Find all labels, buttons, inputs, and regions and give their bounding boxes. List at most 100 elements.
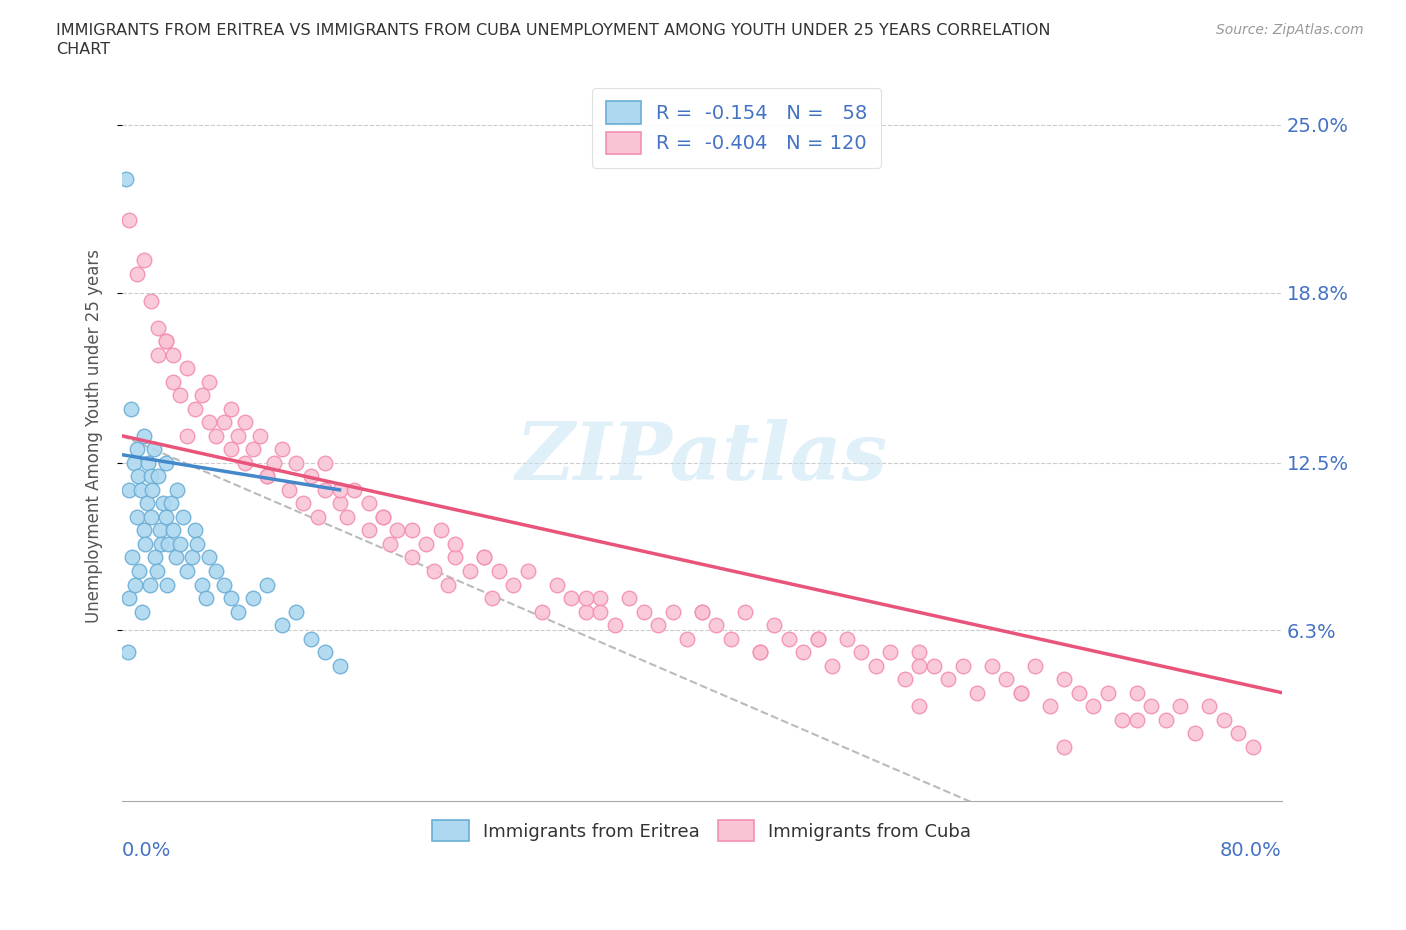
- Point: [162, 347, 184, 362]
- Point: [314, 644, 336, 659]
- Point: [387, 523, 409, 538]
- Point: [401, 523, 423, 538]
- Point: [307, 510, 329, 525]
- Point: [198, 550, 221, 565]
- Point: [437, 578, 460, 592]
- Point: [1067, 685, 1090, 700]
- Point: [371, 510, 394, 525]
- Point: [966, 685, 988, 700]
- Point: [138, 578, 160, 592]
- Point: [145, 550, 167, 565]
- Point: [336, 510, 359, 525]
- Point: [256, 578, 278, 592]
- Point: [165, 550, 187, 565]
- Point: [835, 631, 858, 646]
- Point: [430, 523, 453, 538]
- Point: [166, 483, 188, 498]
- Point: [212, 578, 235, 592]
- Point: [131, 604, 153, 619]
- Point: [134, 537, 156, 551]
- Point: [676, 631, 699, 646]
- Point: [132, 253, 155, 268]
- Point: [292, 496, 315, 511]
- Point: [481, 591, 503, 605]
- Point: [299, 631, 322, 646]
- Point: [124, 578, 146, 592]
- Point: [1126, 685, 1149, 700]
- Point: [172, 510, 194, 525]
- Point: [792, 644, 814, 659]
- Point: [371, 510, 394, 525]
- Point: [150, 537, 173, 551]
- Point: [195, 591, 218, 605]
- Point: [706, 618, 728, 632]
- Point: [128, 564, 150, 578]
- Point: [233, 415, 256, 430]
- Point: [1198, 698, 1220, 713]
- Text: Source: ZipAtlas.com: Source: ZipAtlas.com: [1216, 23, 1364, 37]
- Text: 80.0%: 80.0%: [1220, 841, 1282, 860]
- Point: [589, 591, 612, 605]
- Point: [180, 550, 202, 565]
- Point: [458, 564, 481, 578]
- Point: [162, 523, 184, 538]
- Point: [778, 631, 800, 646]
- Point: [690, 604, 713, 619]
- Point: [142, 442, 165, 457]
- Point: [183, 402, 205, 417]
- Point: [1053, 739, 1076, 754]
- Point: [908, 698, 931, 713]
- Point: [894, 671, 917, 686]
- Point: [922, 658, 945, 673]
- Point: [176, 361, 198, 376]
- Point: [198, 415, 221, 430]
- Point: [1083, 698, 1105, 713]
- Point: [575, 604, 598, 619]
- Point: [908, 644, 931, 659]
- Point: [1111, 712, 1133, 727]
- Point: [1097, 685, 1119, 700]
- Point: [122, 456, 145, 471]
- Point: [1184, 725, 1206, 740]
- Point: [118, 483, 141, 498]
- Point: [328, 658, 350, 673]
- Point: [270, 618, 292, 632]
- Point: [763, 618, 786, 632]
- Point: [285, 456, 308, 471]
- Point: [589, 604, 612, 619]
- Point: [139, 293, 162, 308]
- Point: [603, 618, 626, 632]
- Point: [148, 347, 170, 362]
- Point: [139, 469, 162, 484]
- Point: [125, 266, 148, 281]
- Point: [401, 550, 423, 565]
- Point: [249, 429, 271, 444]
- Point: [135, 496, 157, 511]
- Point: [619, 591, 641, 605]
- Point: [149, 523, 172, 538]
- Point: [328, 496, 350, 511]
- Point: [995, 671, 1018, 686]
- Point: [748, 644, 770, 659]
- Point: [807, 631, 830, 646]
- Point: [256, 469, 278, 484]
- Y-axis label: Unemployment Among Youth under 25 years: Unemployment Among Youth under 25 years: [86, 249, 103, 623]
- Point: [1024, 658, 1046, 673]
- Point: [343, 483, 366, 498]
- Point: [117, 644, 139, 659]
- Point: [1010, 685, 1032, 700]
- Point: [226, 604, 249, 619]
- Point: [575, 591, 598, 605]
- Point: [720, 631, 742, 646]
- Point: [531, 604, 554, 619]
- Point: [807, 631, 830, 646]
- Point: [690, 604, 713, 619]
- Text: CHART: CHART: [56, 42, 110, 57]
- Point: [148, 320, 170, 335]
- Point: [662, 604, 685, 619]
- Point: [132, 523, 155, 538]
- Text: IMMIGRANTS FROM ERITREA VS IMMIGRANTS FROM CUBA UNEMPLOYMENT AMONG YOUTH UNDER 2: IMMIGRANTS FROM ERITREA VS IMMIGRANTS FR…: [56, 23, 1050, 38]
- Point: [314, 456, 336, 471]
- Point: [517, 564, 540, 578]
- Point: [198, 374, 221, 389]
